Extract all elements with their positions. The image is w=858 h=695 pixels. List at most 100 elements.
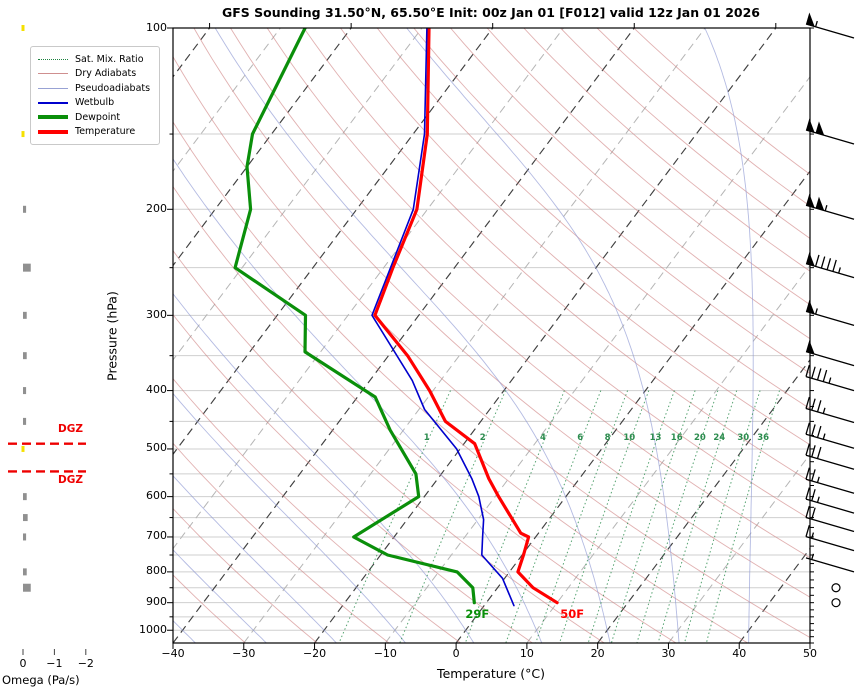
dry-adiabat: [173, 378, 461, 643]
mixing-ratio-line: [559, 390, 650, 643]
mixing-ratio-label: 1: [424, 433, 430, 443]
pseudoadiabat: [173, 392, 406, 643]
mixing-ratio-line: [657, 390, 738, 643]
wind-barb: [805, 340, 855, 367]
barb-full: [816, 400, 822, 413]
legend-item: Dry Adiabats: [38, 67, 150, 82]
wind-barb: [805, 299, 855, 326]
omega-bar: [23, 205, 27, 213]
dewpoint-curve: [233, 28, 476, 605]
mixing-ratio-label: 13: [650, 433, 662, 443]
dry-adiabat: [340, 28, 810, 446]
pressure-tick-label: 500: [146, 441, 167, 455]
legend-item: Dewpoint: [38, 110, 150, 125]
isotherm: [668, 453, 810, 643]
mixing-ratio-line: [636, 390, 719, 643]
pseudoadiabat: [173, 293, 475, 643]
omega-bar: [23, 583, 31, 592]
barb-full: [805, 364, 810, 377]
mixing-ratio-label: 20: [694, 433, 706, 443]
barb-full: [811, 366, 816, 379]
mixing-ratio-label: 6: [577, 433, 583, 443]
dry-adiabat: [266, 28, 810, 520]
mixing-ratio-line: [684, 390, 761, 643]
wetbulb-curve: [371, 28, 515, 607]
barb-pennant: [815, 196, 825, 211]
legend: Sat. Mix. Ratio Dry Adiabats Pseudoadiabat…: [30, 46, 161, 145]
dry-adiabat: [173, 185, 677, 643]
omega-bar: [23, 352, 27, 360]
legend-item-label: Dewpoint: [75, 111, 121, 123]
chart-title: GFS Sounding 31.50°N, 65.50°E Init: 00z …: [221, 5, 761, 20]
wind-barb: [805, 422, 855, 449]
omega-axis-label: Omega (Pa/s): [2, 673, 80, 687]
wind-barb: [805, 553, 855, 573]
barb-full: [826, 258, 832, 270]
legend-line-swatch: [38, 87, 68, 89]
mixing-ratio-line: [587, 390, 675, 643]
wind-barb: [805, 487, 855, 514]
mixing-ratio-label: 8: [605, 433, 611, 443]
barb-staff: [805, 407, 855, 424]
barb-staff: [805, 23, 855, 39]
pseudoadiabat: [173, 158, 543, 643]
calm-circle: [831, 583, 841, 593]
barb-staff: [805, 557, 855, 573]
mixing-ratio-line: [505, 390, 602, 643]
barb-pennant: [806, 252, 815, 267]
barb-staff: [805, 351, 855, 367]
isotherm: [384, 75, 810, 643]
wind-barb: [805, 252, 855, 279]
pressure-tick-label: 600: [146, 489, 167, 503]
temperature-tick-label: 30: [661, 647, 676, 660]
legend-line-swatch: [38, 115, 68, 120]
isotherm: [173, 28, 281, 172]
dry-adiabat: [303, 28, 810, 483]
mixing-ratio-line: [610, 390, 696, 643]
mixing-ratio-label: 36: [757, 433, 769, 443]
omega-highlight-mark: [21, 131, 25, 138]
barb-staff: [805, 516, 855, 533]
legend-item-label: Temperature: [75, 126, 136, 138]
surface-dewpoint-label: 29F: [465, 606, 490, 621]
pseudoadiabat: [704, 28, 754, 643]
legend-item-label: Dry Adiabats: [75, 68, 137, 80]
barb-pennant: [806, 340, 815, 355]
barb-half: [814, 308, 818, 315]
barb-half: [828, 377, 832, 384]
omega-bar: [23, 311, 27, 319]
legend-item: Wetbulb: [38, 96, 150, 111]
barb-staff: [805, 375, 855, 392]
mixing-ratio-label: 30: [737, 433, 749, 443]
mixing-ratio-line: [464, 390, 565, 643]
isotherm: [597, 358, 810, 643]
plot-area: 1 2 4 6 8 10 13 16 20 24 30 36: [173, 28, 810, 643]
barb-pennant: [806, 118, 815, 133]
barb-staff: [805, 433, 855, 449]
pressure-axis-label: Pressure (hPa): [104, 291, 120, 381]
wind-barb: [805, 118, 855, 145]
barb-pennant: [815, 121, 825, 136]
temperature-tick-label: 0: [452, 647, 460, 660]
barb-full: [805, 467, 810, 480]
omega-tick-label: −2: [77, 657, 94, 670]
wind-barb: [805, 505, 855, 533]
omega-bar: [23, 514, 28, 522]
wind-barb: [805, 396, 855, 424]
temperature-tick-label: 20: [590, 647, 605, 660]
pseudoadiabat: [214, 28, 611, 643]
pressure-tick-label: 400: [146, 383, 167, 397]
temperature-curve: [373, 28, 559, 605]
pressure-tick-label: 800: [146, 564, 167, 578]
omega-bar: [23, 533, 27, 541]
dry-adiabat: [486, 28, 810, 306]
temperature-tick-label: −20: [302, 647, 327, 660]
dry-adiabat: [596, 28, 810, 207]
dry-adiabat: [230, 28, 810, 559]
isotherm: [173, 28, 494, 456]
mixing-ratio-label: 16: [671, 433, 683, 443]
legend-line-swatch: [38, 101, 68, 104]
omega-bar: [23, 263, 31, 272]
temperature-tick-label: 50: [803, 647, 817, 660]
